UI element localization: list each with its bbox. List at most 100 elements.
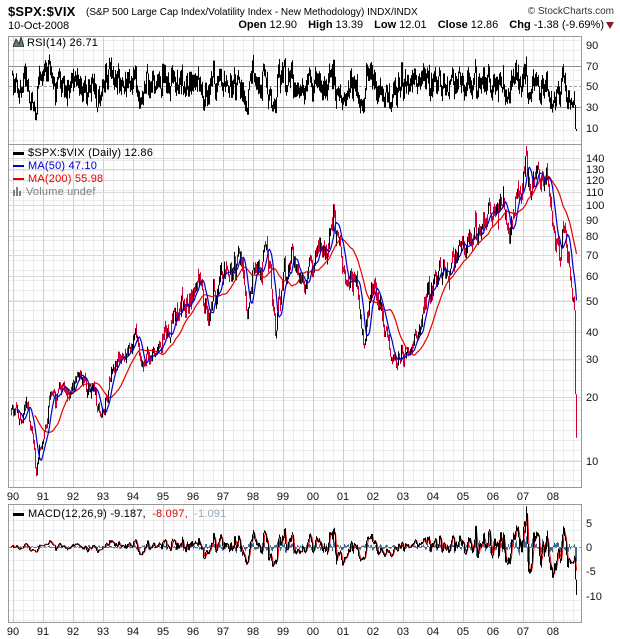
panel-borders <box>8 36 582 623</box>
quote-date: 10-Oct-2008 <box>8 20 70 32</box>
axis-tick-label: 90 <box>7 491 19 503</box>
price-legend: $SPX:$VIX (Daily) 12.86 MA(50) 47.10 MA(… <box>13 147 153 199</box>
axis-tick-label: 40 <box>586 327 598 339</box>
open-label: Open <box>238 19 267 31</box>
axis-tick-label: 00 <box>307 626 319 638</box>
price-legend-volume: Volume undef <box>13 186 153 199</box>
rsi-legend-text: RSI(14) 26.71 <box>27 37 99 49</box>
price-legend-ma50: MA(50) 47.10 <box>13 160 153 173</box>
axis-tick-label: 03 <box>397 626 409 638</box>
ma200-legend-text: MA(200) 55.98 <box>28 173 104 185</box>
macd-line-swatch <box>13 512 24 516</box>
rsi-indicator-icon <box>12 35 25 48</box>
axis-tick-label: 05 <box>457 626 469 638</box>
axis-tick-label: 95 <box>157 626 169 638</box>
axis-tick-label: 90 <box>586 40 598 52</box>
axis-tick-label: 96 <box>187 491 199 503</box>
close-value: 12.86 <box>470 19 499 31</box>
ma50-line <box>16 166 578 461</box>
axis-tick-label: 98 <box>247 626 259 638</box>
macd-line <box>11 506 577 595</box>
axis-tick-label: 98 <box>247 491 259 503</box>
rsi-series <box>12 54 577 131</box>
axis-tick-label: 70 <box>586 250 598 262</box>
macd-signal-legend-text: -8.097, <box>152 508 188 520</box>
axis-tick-label: 94 <box>127 626 139 638</box>
axis-tick-label: 08 <box>547 491 559 503</box>
axis-tick-label: 05 <box>457 491 469 503</box>
price-line-swatch <box>13 151 24 155</box>
macd-legend: MACD(12,26,9) -9.187, -8.097, -1.091 <box>13 508 227 520</box>
axis-tick-label: 30 <box>586 354 598 366</box>
axis-tick-label: 110 <box>586 187 604 199</box>
axis-tick-label: 06 <box>487 491 499 503</box>
axis-tick-label: 93 <box>97 626 109 638</box>
close-label: Close <box>437 19 468 31</box>
ma200-line-swatch <box>13 178 24 181</box>
axis-tick-label: 70 <box>586 61 598 73</box>
rsi-reference-lines <box>9 66 581 108</box>
axis-tick-label: 10 <box>586 123 598 135</box>
high-label: High <box>308 19 333 31</box>
axis-tick-label: 60 <box>586 271 598 283</box>
copyright-link[interactable]: © StockCharts.com <box>527 6 614 17</box>
axis-tick-label: -10 <box>586 591 602 603</box>
axis-tick-label: 92 <box>67 626 79 638</box>
axis-tick-label: 140 <box>586 153 604 165</box>
price-legend-ma200: MA(200) 55.98 <box>13 173 153 186</box>
axis-tick-label: 93 <box>97 491 109 503</box>
rsi-legend: RSI(14) 26.71 <box>12 35 99 49</box>
axis-tick-label: 02 <box>367 491 379 503</box>
axis-tick-label: 96 <box>187 626 199 638</box>
axis-tick-label: 02 <box>367 626 379 638</box>
symbol-description: (S&P 500 Large Cap Index/Volatility Inde… <box>86 7 418 18</box>
low-label: Low <box>374 19 397 31</box>
axis-tick-label: 100 <box>586 200 604 212</box>
low-value: 12.01 <box>399 19 427 31</box>
volume-legend-text: Volume undef <box>26 186 96 198</box>
axis-tick-label: 01 <box>337 626 349 638</box>
axis-tick-label: 20 <box>586 392 598 404</box>
change-down-triangle-icon[interactable] <box>606 21 614 29</box>
axis-tick-label: 5 <box>586 518 592 530</box>
chg-value: -1.38 (-9.69%) <box>533 19 604 31</box>
axis-tick-label: 01 <box>337 491 349 503</box>
axis-tick-label: 06 <box>487 626 499 638</box>
axis-tick-label: 99 <box>277 491 289 503</box>
axis-tick-label: -5 <box>586 566 596 578</box>
macd-hist-legend-text: -1.091 <box>194 508 227 520</box>
axis-tick-label: 90 <box>586 215 598 227</box>
axis-tick-label: 08 <box>547 626 559 638</box>
volume-bars-icon <box>13 187 21 196</box>
axis-tick-label: 30 <box>586 102 598 114</box>
axis-tick-label: 91 <box>37 491 49 503</box>
axis-tick-label: 130 <box>586 164 604 176</box>
axis-tick-label: 04 <box>427 626 439 638</box>
grid-price-ticks <box>9 158 581 462</box>
axis-tick-label: 04 <box>427 491 439 503</box>
axis-tick-label: 10 <box>586 456 598 468</box>
axis-tick-label: 50 <box>586 81 598 93</box>
axis-tick-label: 99 <box>277 626 289 638</box>
axis-tick-label: 07 <box>517 626 529 638</box>
ma50-line-swatch <box>13 165 24 168</box>
axis-tick-label: 0 <box>586 542 592 554</box>
axis-tick-label: 00 <box>307 491 319 503</box>
axis-tick-label: 120 <box>586 175 604 187</box>
axis-tick-label: 97 <box>217 626 229 638</box>
axis-tick-label: 90 <box>7 626 19 638</box>
axis-tick-label: 95 <box>157 491 169 503</box>
axis-tick-label: 97 <box>217 491 229 503</box>
price-legend-text: $SPX:$VIX (Daily) 12.86 <box>28 147 154 159</box>
axis-tick-label: 92 <box>67 491 79 503</box>
chg-label: Chg <box>509 19 531 31</box>
grid-year-lines <box>13 37 554 622</box>
high-value: 13.39 <box>335 19 364 31</box>
grid-fine <box>9 37 581 622</box>
ma50-legend-text: MA(50) 47.10 <box>28 160 98 172</box>
axis-tick-label: 80 <box>586 231 598 243</box>
axis-tick-label: 03 <box>397 491 409 503</box>
